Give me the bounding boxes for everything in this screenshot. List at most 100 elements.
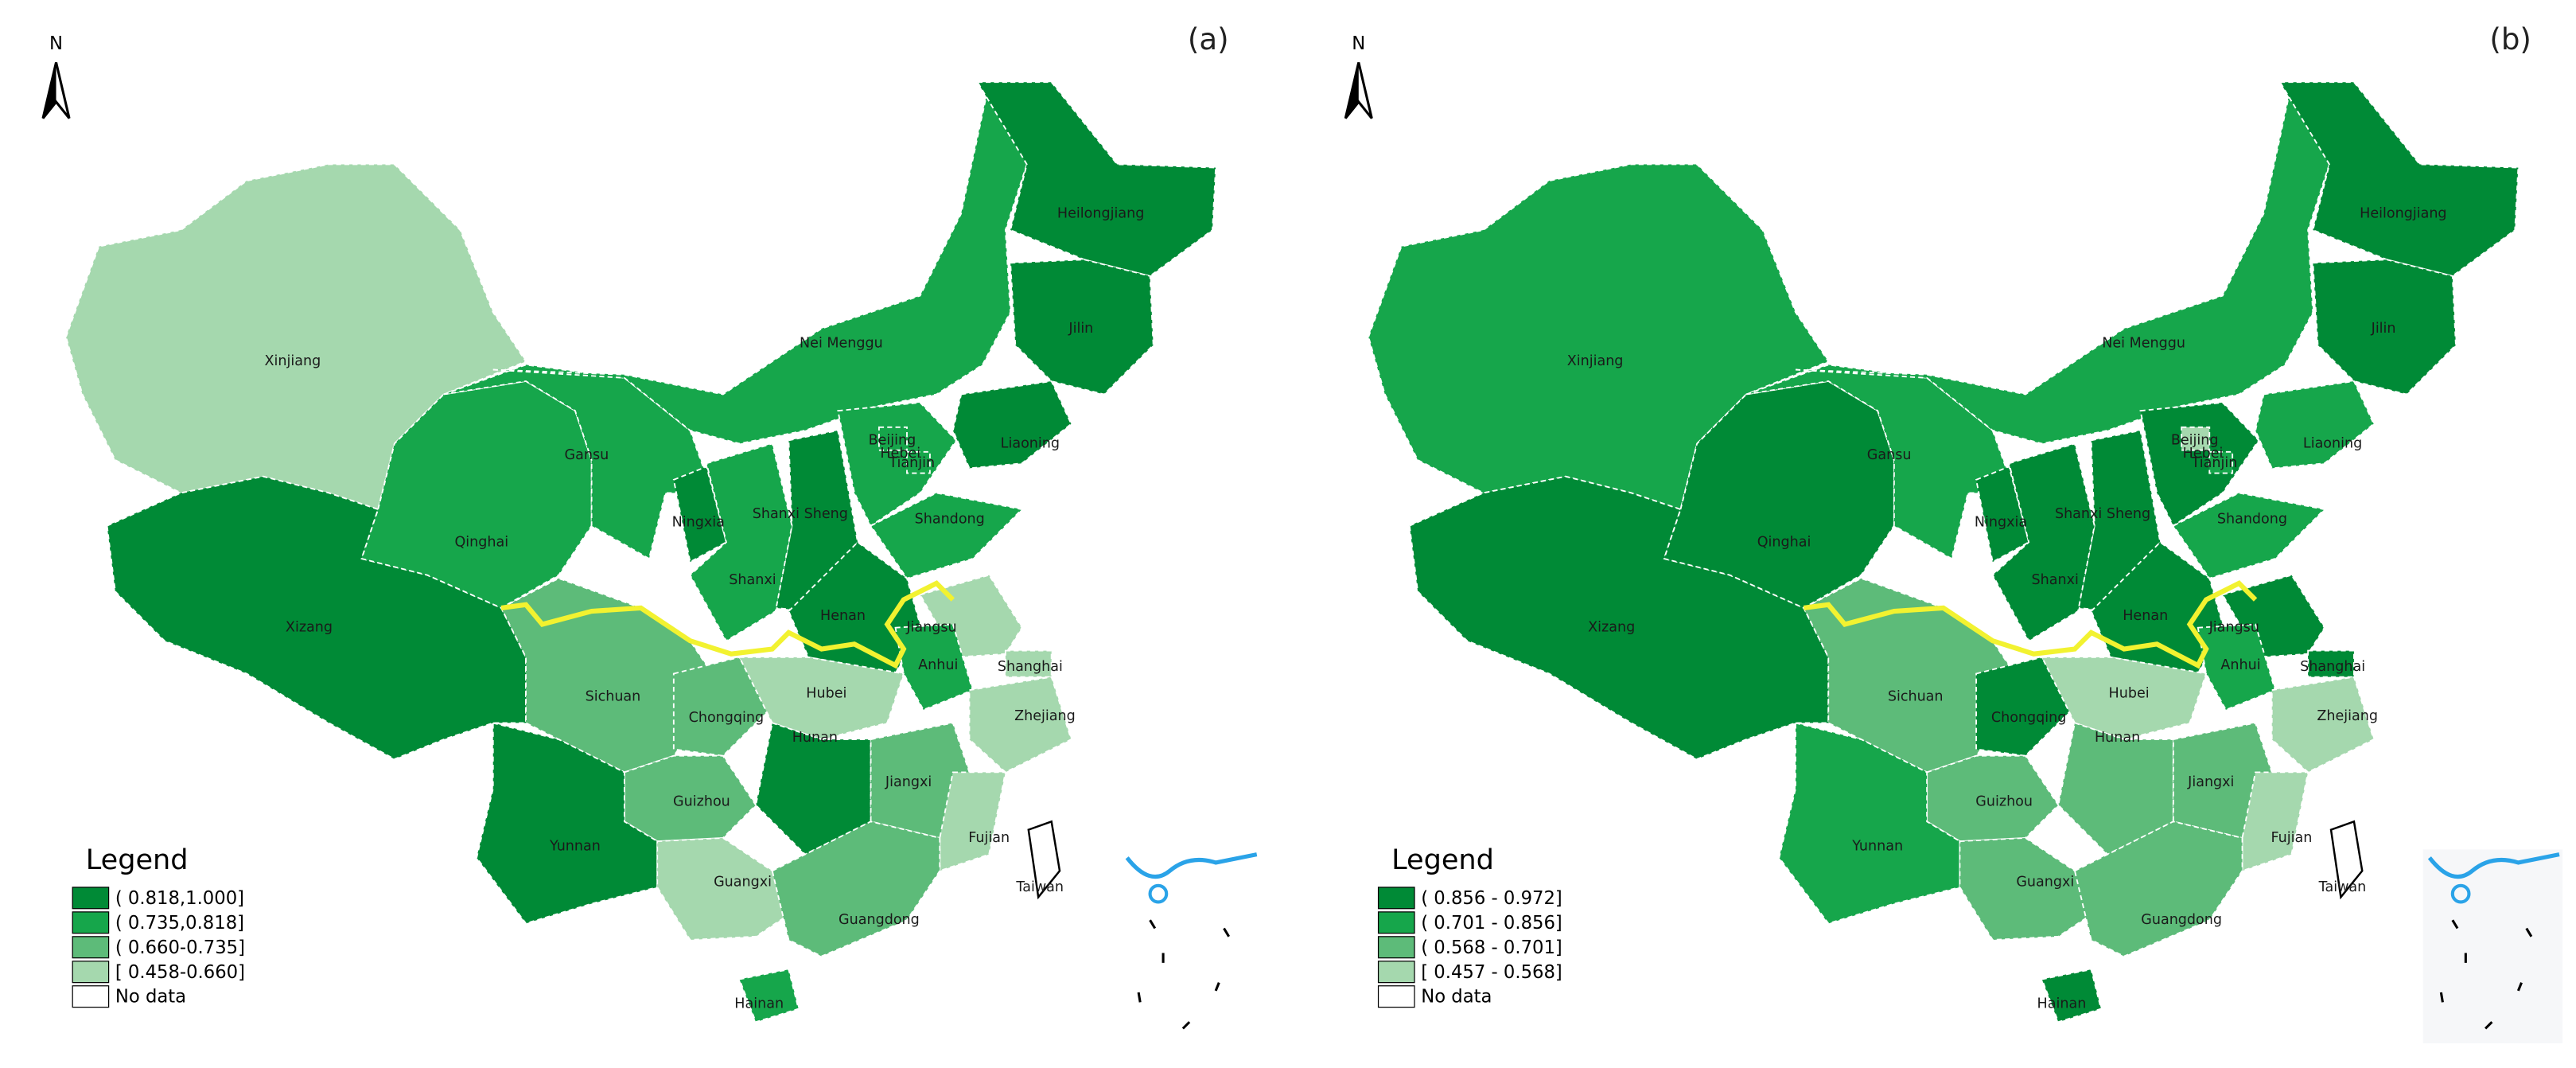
province — [2255, 380, 2375, 470]
legend-swatch — [1377, 961, 1415, 984]
province-label: Xinjiang — [1567, 353, 1624, 369]
province — [837, 401, 958, 528]
province-label: Xizang — [286, 620, 333, 636]
province-label: Sichuan — [586, 688, 641, 704]
province-label: Henan — [2123, 608, 2168, 624]
province — [2181, 426, 2211, 451]
province-label: Zhejiang — [2317, 708, 2378, 724]
province-label: Hubei — [806, 685, 846, 701]
province-label: Nei Menggu — [2102, 336, 2185, 352]
province-label: Jiangsu — [905, 620, 956, 636]
province — [2241, 771, 2309, 872]
province-label: Hainan — [2037, 996, 2087, 1011]
province — [1408, 475, 1830, 760]
province-label: Hainan — [734, 996, 784, 1011]
province-label: Guizhou — [673, 794, 730, 810]
legend-label: ( 0.701 - 0.856] — [1421, 913, 1562, 934]
province-label: Beijing — [869, 432, 916, 448]
province — [894, 623, 974, 711]
province-label: Ningxia — [1975, 515, 2027, 531]
province-label: Zhejiang — [1014, 708, 1076, 724]
province — [623, 754, 757, 843]
province — [1368, 163, 1830, 511]
province-label: Ningxia — [672, 515, 725, 531]
legend-label: No data — [115, 987, 186, 1008]
province-label: Shanghai — [998, 659, 1063, 675]
province-label: Chongqing — [689, 710, 765, 726]
province — [870, 722, 971, 840]
legend-swatch — [1377, 887, 1415, 910]
north-arrow-half — [1345, 62, 1359, 119]
province — [2312, 259, 2457, 396]
panel-label: (a) — [1188, 22, 1229, 57]
legend-swatch — [1377, 936, 1415, 959]
province-label: Hebei — [880, 446, 920, 462]
legend-label: ( 0.735,0.818] — [115, 913, 244, 934]
province-label: Chongqing — [1991, 710, 2067, 726]
map-panel: Xinjiang Xizang Qinghai Gansu Nei Menggu Heil… — [1344, 22, 2563, 1044]
inset-frame — [2422, 849, 2563, 1044]
province — [968, 676, 1072, 774]
province-label: Tianjin — [2191, 455, 2238, 471]
province — [951, 380, 1072, 470]
inset-dash — [1214, 982, 1220, 992]
province-label: Tianjin — [888, 455, 935, 471]
legend-label: No data — [1421, 987, 1492, 1008]
inset-dash — [1137, 992, 1142, 1003]
province-label: Hunan — [2095, 730, 2140, 746]
highlight-border — [1803, 580, 2258, 669]
province — [2172, 492, 2326, 579]
inset-coast — [1125, 852, 1258, 879]
province-label: Taiwan — [1015, 879, 1064, 895]
province-label: Shandong — [915, 511, 985, 527]
province — [689, 442, 793, 642]
map-panel: Xinjiang Xizang Qinghai Gansu Nei Menggu Heil… — [41, 22, 1260, 1044]
legend-label: ( 0.568 - 0.701] — [1421, 937, 1562, 958]
province-label: Liaoning — [2303, 435, 2362, 451]
province — [492, 89, 1037, 445]
province-label: Anhui — [918, 657, 958, 673]
province-label: Guangxi — [714, 875, 772, 891]
inset-lake — [1148, 883, 1169, 904]
province-label: Sichuan — [1888, 688, 1944, 704]
legend-swatch — [72, 936, 110, 959]
north-label: N — [49, 33, 63, 54]
province-label: Qinghai — [1757, 534, 1811, 550]
province-label: Heilongjiang — [2360, 205, 2446, 221]
inset-dash — [2439, 992, 2444, 1003]
legend-label: [ 0.458-0.660] — [115, 962, 245, 983]
province-label: Anhui — [2220, 657, 2260, 673]
province-label: Jilin — [2371, 321, 2396, 337]
province — [2041, 969, 2103, 1023]
province — [1975, 656, 2076, 757]
province — [64, 163, 527, 511]
province — [877, 426, 908, 451]
province — [939, 771, 1007, 872]
province — [1975, 466, 2030, 563]
inset-lake — [2450, 883, 2471, 904]
province-label: Guangxi — [2016, 875, 2074, 891]
province-label: Jilin — [1068, 321, 1093, 337]
legend-label: [ 0.457 - 0.568] — [1421, 962, 1562, 983]
province-label: Shandong — [2217, 511, 2287, 527]
province-label: Shanghai — [2300, 659, 2365, 675]
inset-dash — [1181, 1021, 1191, 1030]
province-label: Liaoning — [1001, 435, 1060, 451]
province-label: Yunnan — [1851, 838, 1903, 854]
province-label: Guizhou — [1975, 794, 2033, 810]
legend-swatch — [1377, 911, 1415, 934]
province-label: Jiangxi — [885, 774, 932, 790]
province — [672, 466, 727, 563]
province — [788, 541, 921, 675]
inset-dash — [2516, 982, 2523, 992]
province — [106, 475, 527, 760]
province — [1010, 259, 1154, 396]
province-label: Xinjiang — [264, 353, 321, 369]
province — [771, 820, 941, 957]
province-label: Xizang — [1588, 620, 1635, 636]
province-label: Yunnan — [549, 838, 601, 854]
panel-label: (b) — [2489, 22, 2531, 57]
province — [976, 81, 1217, 277]
province-label: Beijing — [2171, 432, 2219, 448]
province-label: Jiangsu — [2208, 620, 2259, 636]
